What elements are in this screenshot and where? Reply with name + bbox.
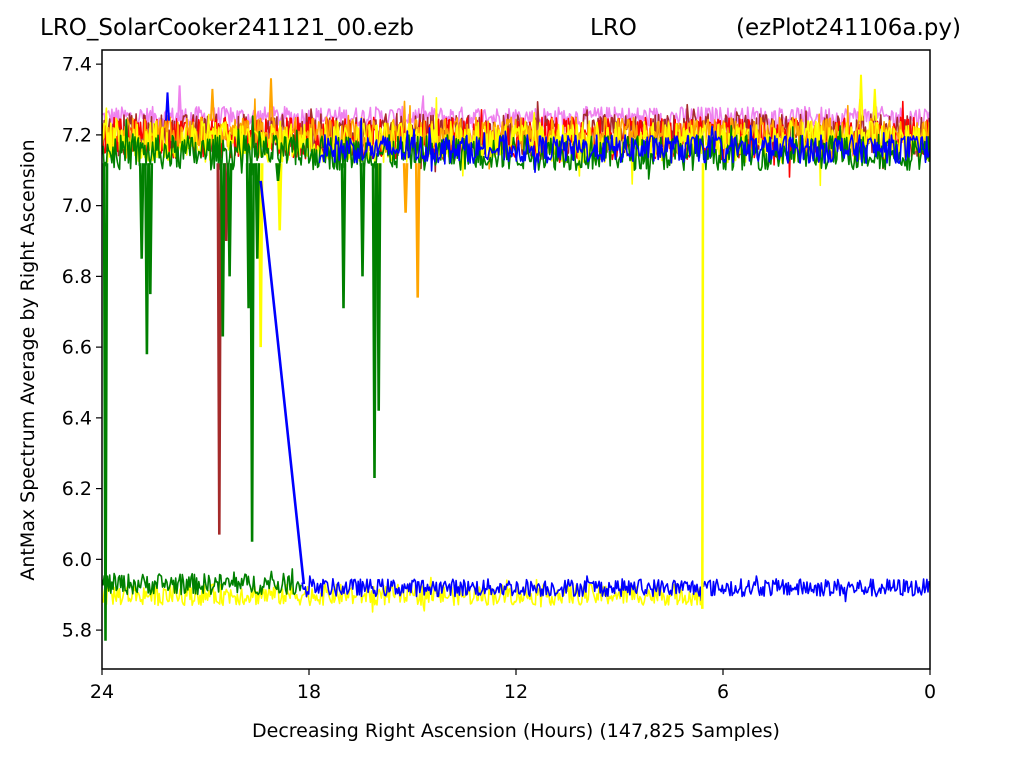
connector-0 [259, 180, 306, 585]
spike-5 [177, 85, 183, 121]
dip-9 [147, 163, 154, 295]
y-tick-label: 6.8 [62, 266, 92, 288]
spike-0 [858, 74, 864, 121]
y-tick-label: 6.6 [62, 337, 92, 359]
dip-18 [371, 163, 378, 479]
y-tick-label: 7.4 [62, 54, 92, 76]
title-script: (ezPlot241106a.py) [736, 15, 961, 41]
dip-4 [414, 163, 421, 298]
spike-2 [268, 78, 274, 121]
dip-19 [375, 163, 382, 411]
dip-13 [249, 163, 255, 542]
dip-16 [340, 163, 347, 309]
dip-5 [216, 163, 223, 535]
series-band-0 [102, 95, 930, 138]
connector-1 [700, 163, 705, 609]
dip-11 [226, 163, 233, 277]
y-tick-label: 6.0 [62, 549, 92, 571]
x-tick-label: 18 [297, 681, 321, 703]
series-band-6 [102, 568, 302, 596]
y-tick-label: 5.8 [62, 620, 92, 642]
dip-1 [276, 163, 283, 231]
dip-17 [359, 163, 366, 277]
y-tick-label: 7.2 [62, 124, 92, 146]
series-band-7 [102, 115, 930, 180]
y-tick-label: 7.0 [62, 195, 92, 217]
x-axis-label: Decreasing Right Ascension (Hours) (147,… [252, 720, 780, 742]
x-axis: 24 18 12 6 0 [90, 669, 936, 703]
y-axis-label: AntMax Spectrum Average by Right Ascensi… [17, 139, 39, 580]
y-axis: 5.8 6.0 6.2 6.4 6.6 6.8 7.0 7.2 7.4 [62, 54, 102, 642]
y-tick-label: 6.2 [62, 478, 92, 500]
plot-series [102, 74, 930, 641]
spike-4 [165, 92, 170, 121]
series-band-9 [318, 117, 930, 173]
title-station: LRO [590, 15, 637, 41]
dip-20 [102, 163, 109, 641]
x-tick-label: 12 [504, 681, 528, 703]
x-tick-label: 24 [90, 681, 114, 703]
dip-7 [138, 163, 145, 259]
title-filename: LRO_SolarCooker241121_00.ezb [40, 15, 415, 41]
y-tick-label: 6.4 [62, 407, 92, 429]
x-tick-label: 6 [717, 681, 729, 703]
spike-1 [872, 88, 878, 121]
dip-3 [402, 163, 409, 213]
dip-14 [254, 163, 261, 259]
dip-8 [144, 163, 150, 355]
x-tick-label: 0 [924, 681, 936, 703]
dip-0 [257, 163, 264, 348]
spike-3 [209, 88, 215, 121]
dip-10 [220, 163, 226, 337]
dip-15 [275, 163, 281, 182]
chart-title: LRO_SolarCooker241121_00.ezb LRO (ezPlot… [0, 8, 1024, 48]
series-band-8 [301, 575, 930, 603]
